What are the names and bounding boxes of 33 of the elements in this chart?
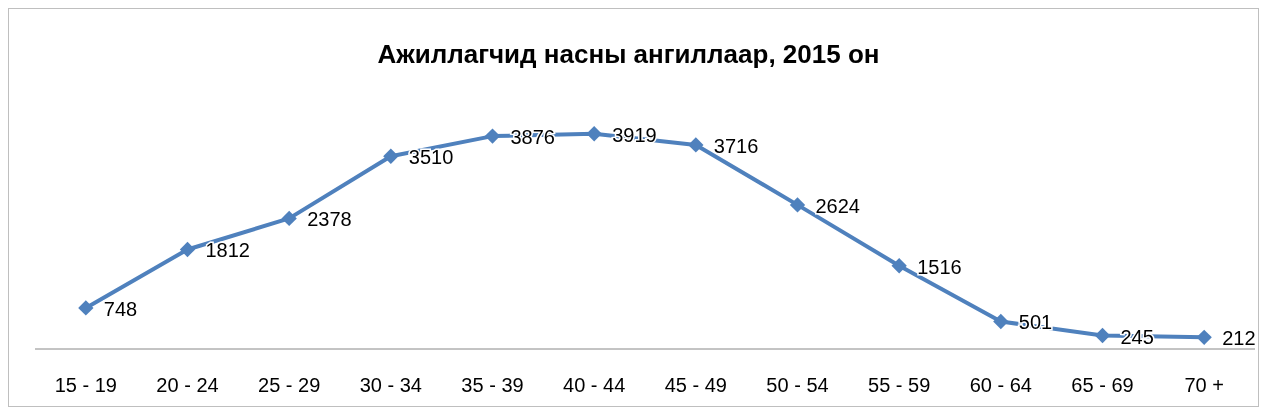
data-label: 2624	[815, 194, 860, 217]
x-tick-label: 70 +	[1184, 374, 1224, 396]
x-tick-label: 50 - 54	[766, 374, 829, 396]
x-tick-label: 40 - 44	[563, 374, 626, 396]
point	[383, 148, 399, 164]
point	[78, 300, 94, 316]
x-tick-label: 20 - 24	[156, 374, 219, 396]
point	[586, 126, 602, 142]
data-label: 3510	[408, 146, 454, 169]
point	[993, 313, 1009, 330]
x-tick-label: 35 - 39	[461, 374, 524, 396]
data-label: 2378	[307, 208, 352, 231]
x-tick-label: 60 - 64	[969, 374, 1032, 396]
x-tick-label: 15 - 19	[54, 374, 117, 396]
point	[891, 258, 907, 274]
point	[1196, 329, 1212, 346]
point	[484, 128, 501, 144]
data-label: 212	[1222, 327, 1256, 350]
chart-title: Ажиллагчид насны ангиллаар, 2015 он	[377, 39, 880, 69]
data-label: 748	[103, 297, 138, 320]
point	[281, 210, 297, 227]
data-label: 3716	[713, 134, 759, 157]
point	[688, 137, 704, 153]
point	[179, 241, 196, 258]
x-tick-label: 55 - 59	[868, 374, 931, 396]
point	[1094, 327, 1111, 344]
x-tick-label: 65 - 69	[1071, 374, 1134, 396]
x-tick-label: 30 - 34	[359, 374, 422, 396]
data-label: 1812	[205, 239, 250, 262]
x-tick-label: 25 - 29	[258, 374, 321, 396]
x-tick-label: 45 - 49	[664, 374, 727, 396]
point	[789, 197, 806, 213]
data-label: 1516	[917, 255, 962, 278]
